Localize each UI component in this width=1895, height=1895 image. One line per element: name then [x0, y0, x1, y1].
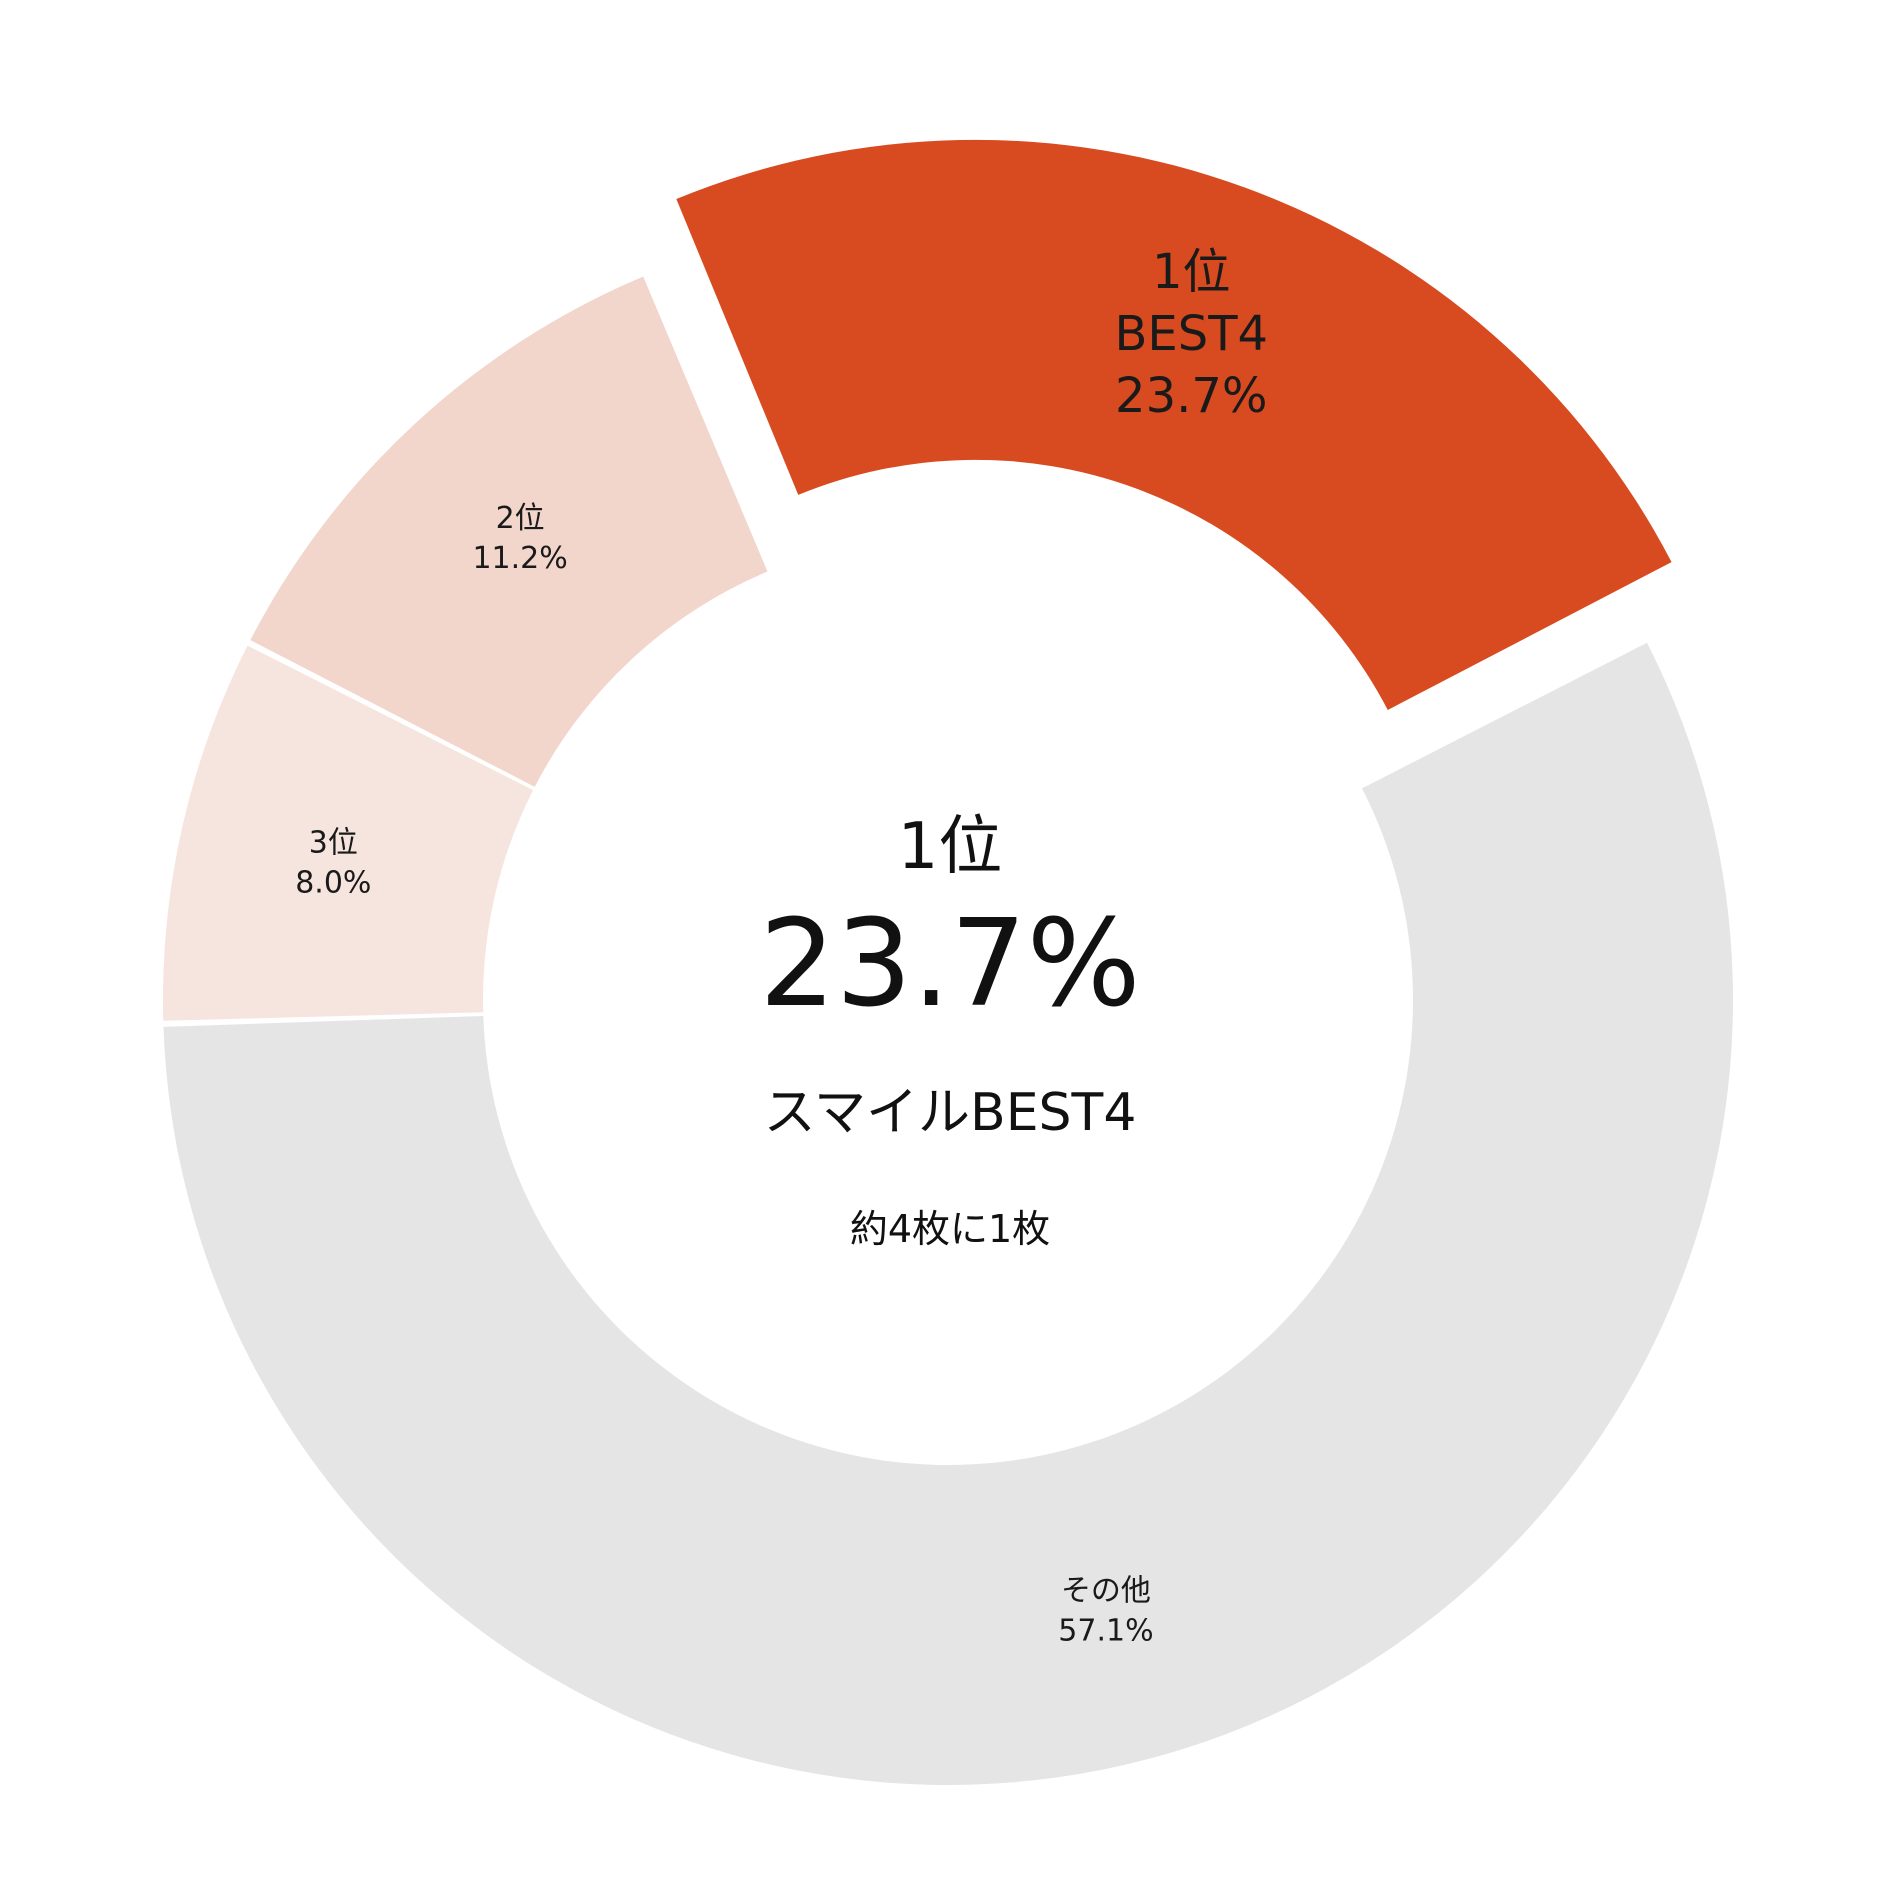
center-name: スマイルBEST4 — [764, 1083, 1137, 1143]
center-rank: 1位 — [898, 810, 1003, 884]
slice-4-label-line-1: その他 — [1061, 1573, 1151, 1608]
center-note: 約4枚に1枚 — [850, 1207, 1050, 1251]
donut-slice-3 — [163, 645, 534, 1021]
donut-slice-4 — [163, 642, 1734, 1785]
slice-2-label-line-1: 2位 — [496, 501, 545, 536]
center-label-group: 1位 23.7% スマイルBEST4 約4枚に1枚 — [759, 810, 1140, 1251]
slice-2-label-line-2: 11.2% — [472, 541, 567, 576]
donut-slice-1 — [676, 139, 1672, 710]
slice-1-label-line-1: 1位 — [1152, 244, 1231, 300]
slice-4-label-line-2: 57.1% — [1058, 1613, 1153, 1648]
slice-3-label-line-1: 3位 — [309, 825, 358, 860]
donut-slice-2 — [250, 276, 768, 787]
slices-group — [163, 139, 1734, 1785]
center-value: 23.7% — [759, 895, 1140, 1034]
slice-3-label-line-2: 8.0% — [295, 865, 371, 900]
slice-1-label-line-2: BEST4 — [1115, 306, 1269, 362]
slice-1-label-line-3: 23.7% — [1115, 368, 1267, 424]
slice-labels-group: 1位 BEST4 23.7% 2位 11.2% 3位 8.0% その他 57.1% — [295, 244, 1268, 1649]
